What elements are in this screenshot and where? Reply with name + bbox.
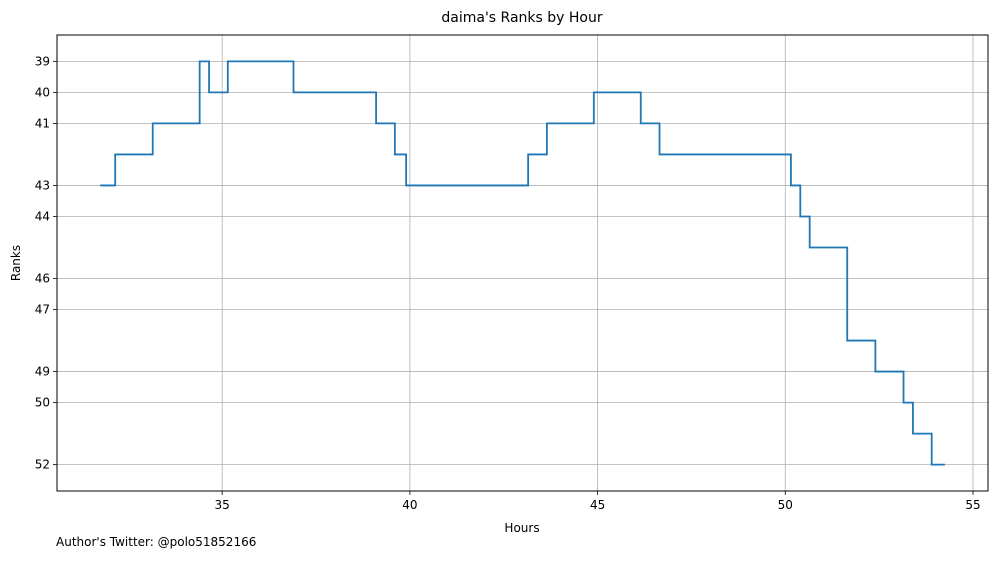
y-tick-label: 43	[35, 178, 50, 192]
x-tick-label: 40	[402, 498, 417, 512]
x-tick-label: 35	[215, 498, 230, 512]
y-tick-label: 41	[35, 116, 50, 130]
grid-lines	[57, 35, 988, 491]
chart-title: daima's Ranks by Hour	[441, 10, 602, 26]
series-layer	[100, 60, 945, 466]
x-axis-label: Hours	[504, 521, 539, 535]
y-tick-label: 40	[35, 85, 50, 99]
y-tick-label: 50	[35, 396, 50, 410]
y-tick-label: 39	[35, 54, 50, 68]
y-tick-label: 47	[35, 303, 50, 317]
y-axis-label: Ranks	[9, 245, 23, 281]
rank-step-line	[100, 60, 945, 466]
plot-frame	[56, 34, 989, 492]
y-tick-label: 44	[35, 209, 50, 223]
axes: 35 40 45 50 55 39 40 41 43 44 46 47 49 50 52	[35, 54, 981, 512]
y-tick-label: 52	[35, 458, 50, 472]
author-credit: Author's Twitter: @polo51852166	[56, 535, 257, 549]
y-tick-label: 46	[35, 272, 50, 286]
x-tick-label: 45	[590, 498, 605, 512]
x-tick-label: 55	[965, 498, 980, 512]
y-tick-label: 49	[35, 365, 50, 379]
x-tick-label: 50	[778, 498, 793, 512]
